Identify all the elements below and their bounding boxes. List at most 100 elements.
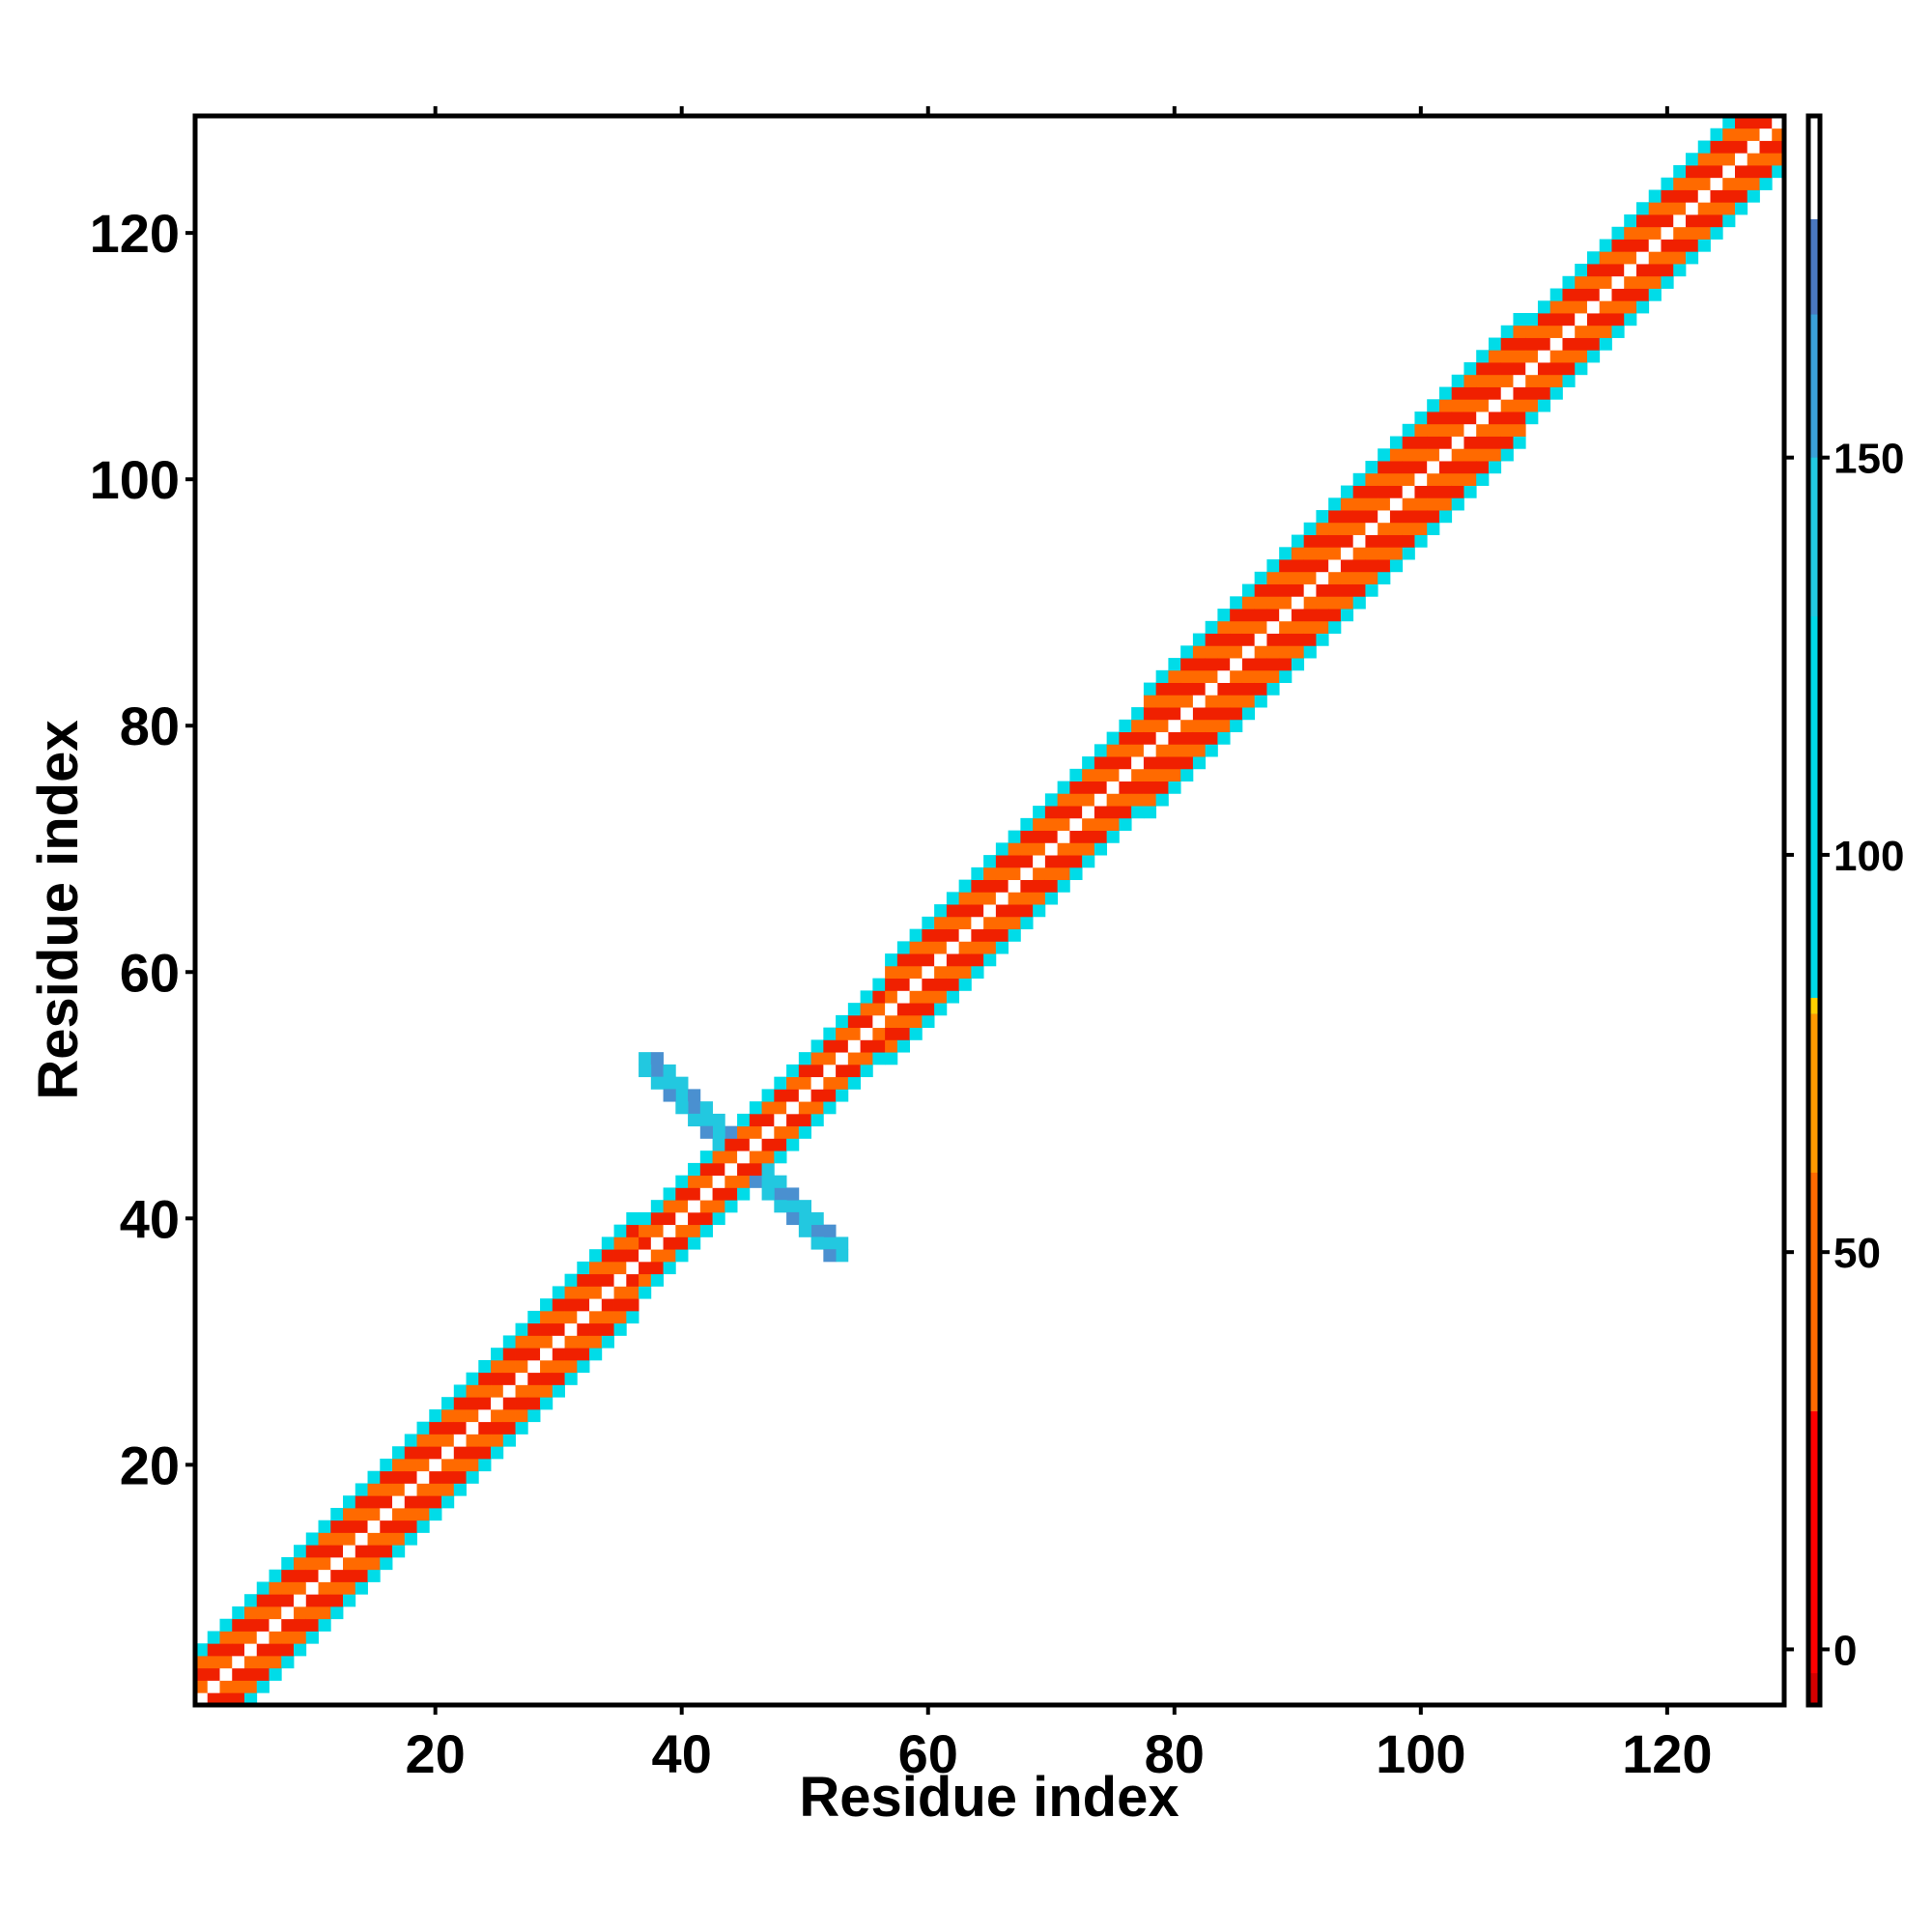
heatmap-cell [1710,153,1723,166]
heatmap-cell [1340,510,1354,524]
heatmap-cell [1008,879,1021,893]
heatmap-cell [564,1359,578,1374]
heatmap-cell [195,1643,209,1657]
heatmap-cell [774,1175,787,1188]
heatmap-cell [244,1667,258,1681]
heatmap-cell [1661,202,1674,215]
heatmap-cell [946,953,960,967]
heatmap-cell [1537,399,1551,412]
heatmap-cell [380,1495,393,1509]
heatmap-cell [1106,806,1120,819]
heatmap-cell [466,1470,479,1484]
heatmap-cell [847,1014,861,1029]
heatmap-cell [1094,756,1108,770]
heatmap-cell [1119,731,1132,745]
heatmap-cell [1451,497,1464,511]
heatmap-cell [1094,744,1108,757]
heatmap-cell [1463,472,1477,486]
heatmap-cell [1241,596,1256,610]
heatmap-cell [601,1286,614,1299]
heatmap-cell [552,1359,565,1374]
heatmap-cell [699,1162,713,1177]
heatmap-cell [934,978,948,991]
heatmap-cell [885,1003,898,1016]
heatmap-cell [1402,423,1415,437]
heatmap-cell [441,1397,455,1410]
heatmap-cell [1586,313,1601,327]
heatmap-cell [453,1470,467,1484]
heatmap-cell [1635,288,1650,301]
heatmap-cell [896,953,911,967]
heatmap-cell [392,1470,406,1484]
heatmap-cell [1513,412,1526,425]
heatmap-cell [1131,768,1145,781]
heatmap-cell [355,1520,368,1533]
heatmap-cell [1205,658,1218,671]
heatmap-cell [1722,140,1736,154]
heatmap-cell [688,1224,701,1237]
heatmap-cell [232,1680,245,1693]
heatmap-cell [1624,300,1637,314]
heatmap-cell [761,1125,775,1139]
heatmap-cell [540,1322,554,1336]
heatmap-cell [983,941,997,954]
heatmap-cell [1241,695,1256,708]
heatmap-cell [1352,583,1366,597]
heatmap-cell [1438,436,1453,449]
x-tick-label: 100 [1376,1723,1465,1784]
heatmap-cell [1303,547,1317,560]
heatmap-cell [663,1236,676,1250]
heatmap-cell [269,1667,282,1681]
heatmap-cell [577,1348,590,1361]
heatmap-cell [1648,251,1662,265]
heatmap-cell [1476,423,1490,437]
heatmap-cell [1414,461,1428,474]
heatmap-cell [589,1335,603,1349]
heatmap-cell [1402,534,1415,548]
heatmap-cell [281,1643,295,1657]
heatmap-cell [1611,226,1625,240]
heatmap-cell [1488,374,1502,387]
heatmap-cell [256,1667,270,1681]
heatmap-cell [404,1458,417,1472]
heatmap-cell [1402,436,1415,449]
heatmap-cell [712,1175,725,1188]
heatmap-cell [1192,658,1207,671]
heatmap-cell [1266,658,1280,671]
heatmap-cell [995,941,1009,954]
heatmap-cell [1575,288,1588,301]
heatmap-cell [1500,386,1514,400]
heatmap-cell [1033,817,1046,832]
heatmap-cell [1254,583,1267,597]
heatmap-cell [639,1224,652,1237]
heatmap-cell [1451,485,1464,498]
heatmap-cell [1106,817,1120,832]
heatmap-cell [1389,510,1404,524]
heatmap-cell [1525,337,1539,351]
heatmap-cell [343,1569,356,1582]
heatmap-cell [1168,669,1181,683]
heatmap-cell [1033,842,1046,856]
heatmap-cell [1155,744,1169,757]
heatmap-cell [995,879,1009,893]
heatmap-cell [626,1298,639,1312]
heatmap-cell [971,867,984,881]
heatmap-cell [1069,793,1083,807]
heatmap-cell [786,1211,800,1226]
heatmap-cell [380,1458,393,1472]
heatmap-cell [885,990,898,1004]
heatmap-cell [429,1483,442,1496]
heatmap-cell [650,1273,664,1287]
heatmap-cell [219,1680,233,1693]
heatmap-cell [1599,325,1612,338]
heatmap-cell [1155,669,1169,683]
heatmap-cell [1094,806,1108,819]
heatmap-cell [392,1458,406,1472]
heatmap-cell [774,1101,787,1115]
y-axis-ticks: 20 40 60 80 100 120 [90,203,195,1495]
heatmap-cell [404,1434,417,1447]
heatmap-cell [1476,448,1490,462]
heatmap-cell [429,1495,442,1509]
heatmap-cell [232,1643,245,1657]
heatmap-cell [1303,620,1317,634]
